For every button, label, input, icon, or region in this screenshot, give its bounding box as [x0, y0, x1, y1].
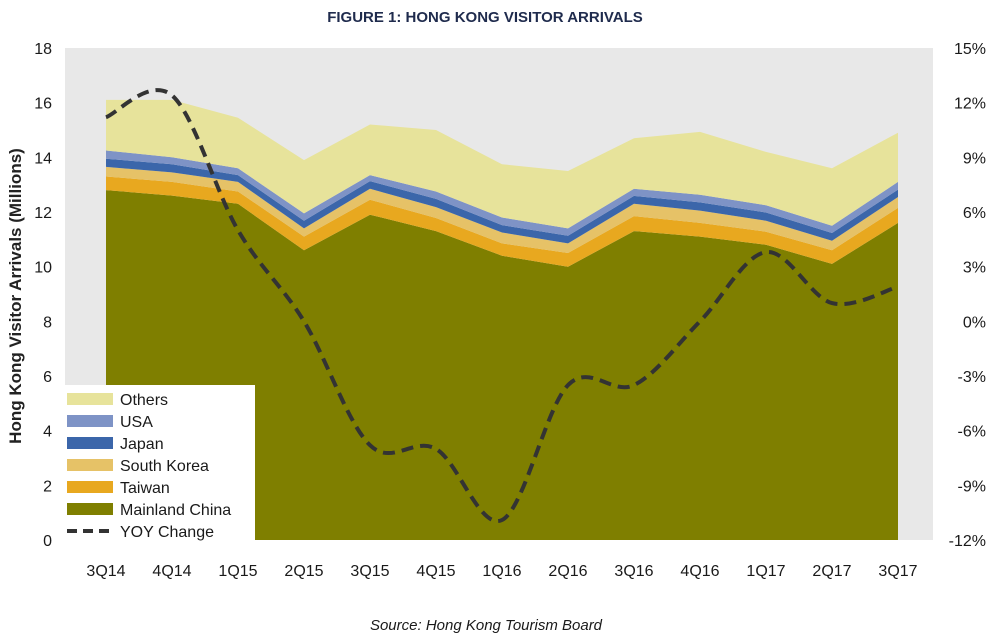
legend-label-others: Others: [120, 392, 168, 409]
legend-label-japan: Japan: [120, 436, 164, 453]
legend: Others USA Japan South Korea Taiwan Mainland …: [65, 385, 255, 541]
x-tick-label: 3Q15: [350, 563, 389, 580]
y-tick-label: 4: [43, 424, 52, 441]
legend-swatch-others: [67, 393, 113, 405]
x-tick-label: 2Q15: [284, 563, 323, 580]
y2-tick-label: -9%: [958, 478, 986, 495]
chart-title: FIGURE 1: HONG KONG VISITOR ARRIVALS: [327, 9, 643, 26]
legend-label-yoy-change: YOY Change: [120, 524, 214, 541]
y-axis-title: Hong Kong Visitor Arrivals (Millions): [6, 148, 25, 444]
legend-swatch-japan: [67, 437, 113, 449]
y-tick-label: 12: [34, 205, 52, 222]
stacked-areas: [106, 99, 898, 540]
area-mainland-china: [106, 190, 898, 540]
y2-tick-label: 3%: [963, 260, 986, 277]
legend-label-taiwan: Taiwan: [120, 480, 170, 497]
x-tick-label: 3Q14: [86, 563, 125, 580]
y2-tick-label: 6%: [963, 205, 986, 222]
legend-swatch-mainland-china: [67, 503, 113, 515]
secondary-y-ticks: -12% -9% -6% -3% 0% 3% 6% 9% 12% 15%: [949, 41, 986, 550]
y2-tick-label: 12%: [954, 96, 986, 113]
yoy-change-line: [105, 88, 899, 524]
y-tick-label: 6: [43, 369, 52, 386]
x-tick-label: 4Q16: [680, 563, 719, 580]
x-tick-label: 3Q16: [614, 563, 653, 580]
area-usa: [106, 150, 898, 236]
legend-swatch-usa: [67, 415, 113, 427]
area-japan: [106, 158, 898, 244]
legend-swatch-taiwan: [67, 481, 113, 493]
y2-tick-label: -12%: [949, 533, 986, 550]
source-note: Source: Hong Kong Tourism Board: [370, 617, 603, 634]
legend-swatch-south-korea: [67, 459, 113, 471]
legend-label-mainland-china: Mainland China: [120, 502, 231, 519]
x-tick-label: 2Q16: [548, 563, 587, 580]
y-tick-label: 8: [43, 314, 52, 331]
y-tick-label: 0: [43, 533, 52, 550]
x-tick-label: 1Q15: [218, 563, 257, 580]
yoy-line-group: [105, 88, 899, 524]
area-south-korea: [106, 166, 898, 253]
y2-tick-label: 9%: [963, 150, 986, 167]
legend-label-south-korea: South Korea: [120, 458, 209, 475]
x-tick-label: 4Q14: [152, 563, 191, 580]
y-tick-label: 14: [34, 150, 52, 167]
y2-tick-label: -6%: [958, 424, 986, 441]
primary-y-ticks: 0 2 4 6 8 10 12 14 16 18: [34, 41, 52, 550]
x-tick-label: 2Q17: [812, 563, 851, 580]
y-tick-label: 18: [34, 41, 52, 58]
y2-tick-label: -3%: [958, 369, 986, 386]
x-tick-label: 3Q17: [878, 563, 917, 580]
x-tick-label: 1Q16: [482, 563, 521, 580]
x-axis-ticks: 3Q14 4Q14 1Q15 2Q15 3Q15 4Q15 1Q16 2Q16 3Q16 4Q16…: [86, 563, 917, 580]
legend-label-usa: USA: [120, 414, 153, 431]
area-others: [106, 99, 898, 229]
area-taiwan: [106, 176, 898, 267]
y-tick-label: 2: [43, 478, 52, 495]
y-tick-label: 10: [34, 260, 52, 277]
x-tick-label: 4Q15: [416, 563, 455, 580]
x-tick-label: 1Q17: [746, 563, 785, 580]
y-tick-label: 16: [34, 96, 52, 113]
y2-tick-label: 15%: [954, 41, 986, 58]
y2-tick-label: 0%: [963, 314, 986, 331]
